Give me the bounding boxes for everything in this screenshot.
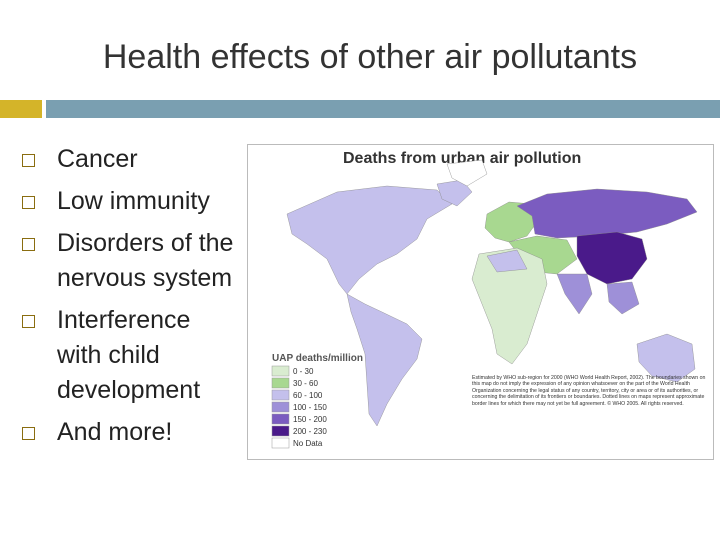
legend-swatch	[271, 401, 290, 413]
bullet-text: And more!	[57, 418, 173, 446]
legend-label: 60 - 100	[293, 391, 323, 400]
legend-title: UAP deaths/million	[272, 353, 363, 364]
bullet: Interference with child development	[22, 303, 239, 408]
legend-label: 30 - 60	[293, 379, 318, 388]
legend-swatch	[271, 425, 290, 437]
map-title: Deaths from urban air pollution	[343, 150, 581, 167]
legend-swatch	[271, 437, 290, 449]
bullet-text: Cancer	[57, 145, 138, 173]
legend-label: 0 - 30	[293, 367, 314, 376]
bullet-icon	[22, 427, 35, 440]
legend-swatch	[271, 377, 290, 389]
map-footnote: Estimated by WHO sub-region for 2000 (WH…	[472, 375, 706, 407]
world-map	[286, 159, 698, 427]
bullet: Disorders of the nervous system	[22, 226, 239, 296]
legend-label: 100 - 150	[293, 403, 327, 412]
legend-swatch	[271, 365, 290, 377]
header-bar	[46, 100, 720, 118]
accent-bar	[0, 100, 42, 118]
bullet-icon	[22, 238, 35, 251]
legend: 0 - 30 30 - 60 60 - 100 100 - 150 150 - 200 2…	[271, 365, 327, 449]
bullet-icon	[22, 154, 35, 167]
bullet: Cancer	[22, 142, 239, 177]
bullet-icon	[22, 315, 35, 328]
legend-label: 150 - 200	[293, 415, 327, 424]
bullet-list: Cancer Low immunity Disorders of the nervo…	[22, 142, 239, 457]
slide-title: Health effects of other air pollutants	[102, 38, 638, 76]
bullet-text: Disorders of the nervous system	[57, 229, 234, 292]
bullet-icon	[22, 196, 35, 209]
map-image: Deaths from urban air pollution	[247, 144, 714, 460]
bullet-text: Interference with child development	[57, 306, 201, 404]
bullet: And more!	[22, 415, 239, 450]
bullet-text: Low immunity	[57, 187, 210, 215]
bullet: Low immunity	[22, 184, 239, 219]
legend-swatch	[271, 389, 290, 401]
legend-label: No Data	[293, 439, 323, 448]
legend-swatch	[271, 413, 290, 425]
legend-label: 200 - 230	[293, 427, 327, 436]
